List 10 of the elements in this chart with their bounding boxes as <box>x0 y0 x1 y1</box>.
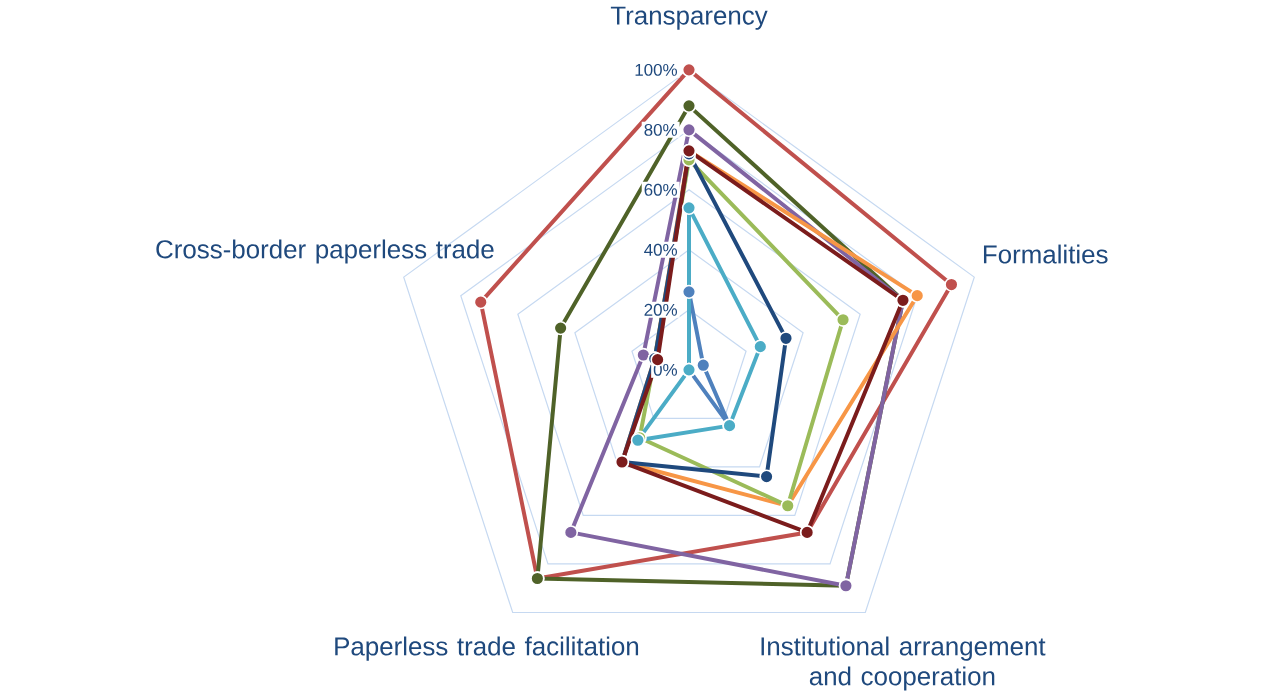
y-tick-label: 20% <box>644 303 678 316</box>
y-tick-label: 80% <box>644 123 678 136</box>
spoke-label: Transparency <box>610 6 768 30</box>
spoke-label: Institutional arrangement and cooperation <box>761 636 1046 691</box>
spoke-label: Cross-border paperless trade <box>156 239 494 264</box>
spoke-label: Paperless trade facilitation <box>335 636 639 661</box>
spoke-label: Formalities <box>983 244 1108 264</box>
y-tick-label: 40% <box>644 243 678 256</box>
y-tick-label: 60% <box>644 183 678 196</box>
y-tick-label: 100% <box>635 63 678 76</box>
